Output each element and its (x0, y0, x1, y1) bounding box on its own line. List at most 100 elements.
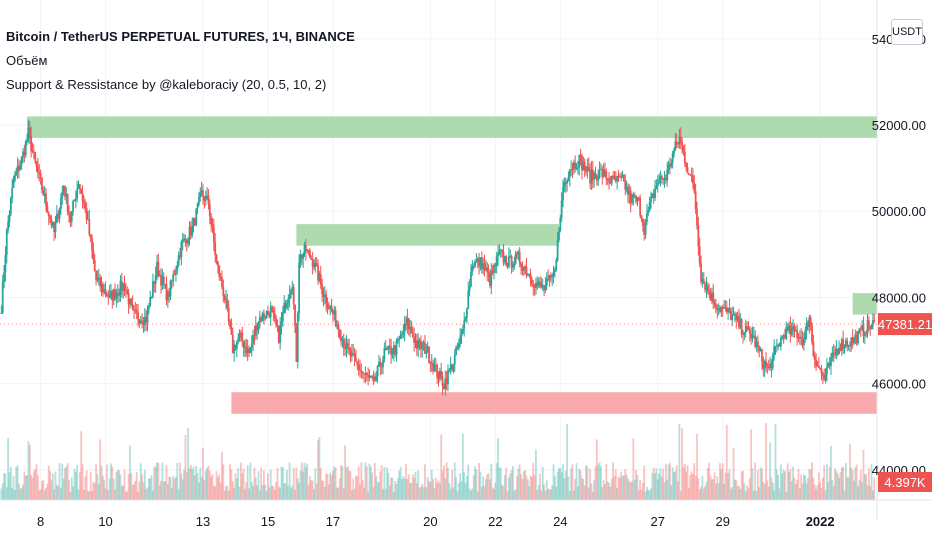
volume-bar (373, 463, 376, 500)
volume-bar (252, 485, 254, 500)
volume-bar (444, 478, 447, 500)
volume-bar (424, 464, 426, 500)
candle-body (639, 198, 642, 216)
candle-body (436, 365, 439, 378)
candle-body (43, 193, 46, 196)
volume-bar (380, 465, 383, 500)
candle-body (735, 314, 738, 321)
volume-bar (788, 472, 790, 500)
candle-body (624, 181, 627, 190)
price-tick-label: 52000.00 (872, 118, 926, 133)
volume-bar (483, 485, 486, 500)
candle-body (7, 221, 10, 230)
candle-body (850, 337, 853, 347)
candle-body (4, 255, 7, 273)
candle-body (567, 177, 570, 181)
volume-bar (124, 491, 127, 500)
volume-bar (87, 490, 89, 500)
candle-body (153, 281, 156, 284)
sr-indicator-label[interactable]: Support & Ressistance by @kaleboraciy (2… (6, 77, 327, 92)
volume-bar (540, 490, 543, 500)
candle-body (279, 325, 282, 343)
volume-bar (453, 462, 456, 500)
candle-body (19, 164, 22, 171)
symbol-title[interactable]: Bitcoin / TetherUS PERPETUAL FUTURES, 1Ч… (6, 29, 355, 44)
volume-bar (353, 488, 356, 500)
candle-body (322, 294, 325, 298)
volume-bar (859, 469, 862, 500)
candle-body (53, 221, 56, 232)
candle-body (533, 286, 536, 288)
volume-bar (470, 490, 472, 500)
volume-bar (555, 486, 558, 500)
candle-body (859, 328, 862, 330)
candle-body (290, 290, 292, 295)
candle-body (681, 141, 684, 147)
volume-bar (448, 483, 451, 500)
candle-body (716, 309, 719, 311)
candle-body (578, 154, 581, 168)
volume-bar (443, 465, 445, 500)
candle-body (658, 179, 661, 183)
candle-body (78, 184, 81, 189)
volume-bar (491, 487, 494, 500)
volume-bar (315, 483, 318, 500)
candle-body (727, 307, 730, 313)
candle-body (618, 176, 621, 178)
currency-button[interactable]: USDT (891, 19, 923, 45)
resistance-zone (27, 116, 878, 138)
candle-body (528, 273, 531, 275)
volume-bar (242, 468, 245, 500)
volume-bar (12, 475, 15, 500)
volume-bar (223, 490, 226, 500)
candle-body (307, 249, 310, 251)
volume-indicator-label[interactable]: Объём (6, 53, 48, 68)
volume-bar (752, 490, 755, 500)
candle-body (739, 319, 742, 328)
candle-body (77, 184, 80, 189)
candle-body (793, 325, 796, 331)
volume-bar (571, 464, 574, 500)
candle-body (215, 254, 218, 262)
volume-bar (513, 490, 516, 500)
candle-body (724, 306, 727, 308)
volume-bar (842, 466, 845, 500)
candle-body (575, 168, 578, 170)
candle-body (774, 345, 777, 347)
candle-body (1, 281, 4, 313)
volume-bar (721, 463, 724, 500)
candle-body (478, 258, 481, 267)
volume-bar (512, 466, 514, 500)
volume-bar (585, 465, 587, 500)
candle-body (329, 306, 332, 309)
candle-body (780, 338, 782, 347)
volume-bar (398, 470, 401, 500)
candle-body (62, 186, 65, 192)
volume-bar (457, 483, 460, 500)
candle-body (808, 317, 811, 327)
volume-bar (96, 473, 99, 500)
volume-bar (574, 478, 577, 500)
candle-body (45, 193, 47, 206)
candle-body (22, 151, 24, 157)
volume-bar (851, 470, 854, 500)
candle-body (16, 165, 19, 172)
candle-body (70, 211, 73, 222)
volume-bar (195, 465, 198, 500)
volume-bar (101, 475, 104, 500)
candle-body (173, 274, 176, 276)
volume-bar (156, 462, 158, 500)
volume-bar (198, 482, 200, 500)
volume-bar (636, 474, 639, 500)
candle-body (597, 178, 600, 181)
volume-bar (246, 465, 249, 500)
volume-bar (817, 472, 820, 500)
candle-body (229, 321, 231, 327)
volume-bar (798, 487, 801, 500)
volume-bar (237, 468, 240, 500)
candle-body (272, 310, 275, 314)
candle-body (198, 197, 200, 204)
candle-body (234, 344, 237, 349)
volume-bar (754, 462, 757, 500)
